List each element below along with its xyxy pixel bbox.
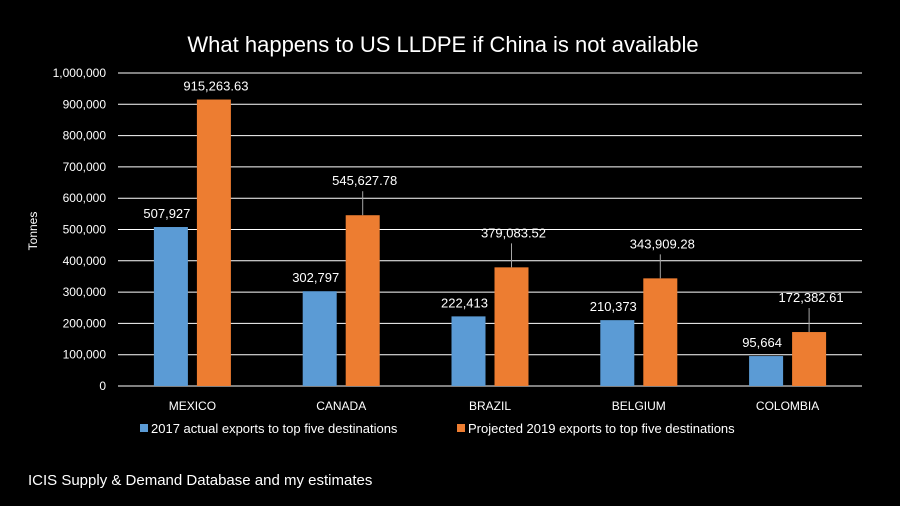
bar-2017-actual [153, 227, 188, 386]
y-axis-ticks: 0 100,000 200,000 300,000 400,000 500,000 600,… [53, 66, 107, 393]
data-label-2019: 545,627.78 [332, 173, 397, 188]
bar-2017-actual [600, 320, 635, 386]
y-tick-label: 900,000 [63, 97, 107, 111]
chart-title: What happens to US LLDPE if China is not… [187, 32, 698, 57]
bar-2017-actual [451, 316, 486, 386]
legend-swatch [140, 424, 148, 432]
data-label-2019: 379,083.52 [481, 225, 546, 240]
bar-2019-projected [196, 99, 231, 386]
legend-swatch [457, 424, 465, 432]
data-labels: 507,927 915,263.63 302,797 545,627.78 222,41… [143, 79, 843, 351]
y-tick-label: 0 [99, 379, 106, 393]
legend-label: 2017 actual exports to top five destinat… [151, 421, 398, 436]
bar-2017-actual [749, 356, 784, 386]
y-tick-label: 200,000 [63, 316, 107, 330]
data-label-2019: 915,263.63 [183, 79, 248, 94]
x-category-label: MEXICO [169, 399, 216, 413]
bars [153, 99, 827, 386]
data-label-2017: 507,927 [143, 206, 190, 221]
y-tick-label: 500,000 [63, 223, 107, 237]
gridlines [118, 72, 862, 387]
bar-2017-actual [302, 291, 337, 386]
x-axis-categories: MEXICO CANADA BRAZIL BELGIUM COLOMBIA [169, 399, 820, 413]
y-tick-label: 1,000,000 [53, 66, 107, 80]
legend-label: Projected 2019 exports to top five desti… [468, 421, 735, 436]
x-category-label: BELGIUM [612, 399, 666, 413]
y-tick-label: 600,000 [63, 191, 107, 205]
data-label-2017: 210,373 [590, 299, 637, 314]
x-category-label: COLOMBIA [756, 399, 819, 413]
data-label-2017: 302,797 [292, 270, 339, 285]
x-category-label: CANADA [316, 399, 366, 413]
data-label-2019: 172,382.61 [779, 290, 844, 305]
bar-2019-projected [494, 267, 529, 386]
y-axis-title: Tonnes [26, 212, 40, 251]
y-tick-label: 100,000 [63, 348, 107, 362]
bar-2019-projected [643, 278, 678, 386]
y-tick-label: 300,000 [63, 285, 107, 299]
source-note: ICIS Supply & Demand Database and my est… [28, 472, 373, 489]
data-label-2019: 343,909.28 [630, 236, 695, 251]
bar-2019-projected [345, 215, 380, 386]
y-tick-label: 700,000 [63, 160, 107, 174]
bar-2019-projected [792, 332, 827, 386]
data-label-2017: 95,664 [742, 335, 782, 350]
data-label-2017: 222,413 [441, 295, 488, 310]
legend: 2017 actual exports to top five destinat… [140, 421, 735, 436]
y-tick-label: 400,000 [63, 254, 107, 268]
x-category-label: BRAZIL [469, 399, 511, 413]
y-tick-label: 800,000 [63, 129, 107, 143]
